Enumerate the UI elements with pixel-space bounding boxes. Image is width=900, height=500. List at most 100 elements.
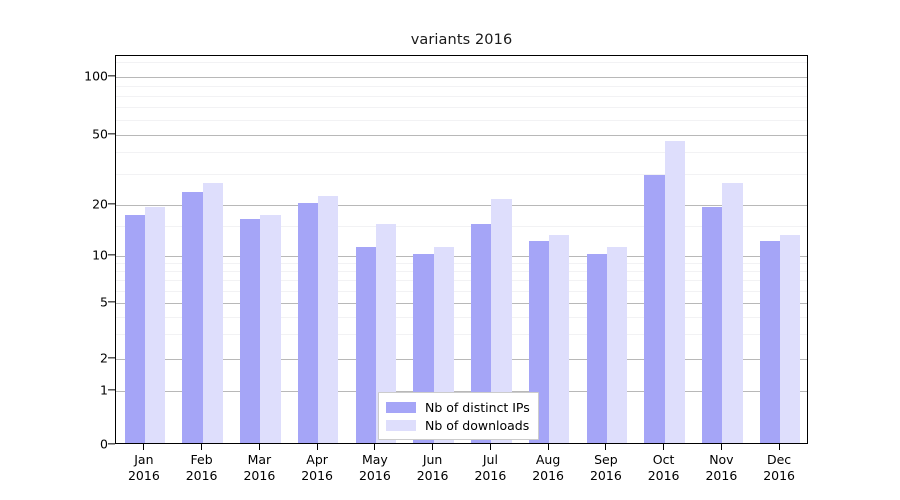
gridline bbox=[116, 85, 807, 87]
x-tick-year: 2016 bbox=[474, 467, 507, 483]
gridline bbox=[116, 256, 807, 257]
gridline bbox=[116, 271, 807, 273]
chart-title: variants 2016 bbox=[410, 32, 513, 48]
gridline bbox=[116, 205, 807, 206]
chart-legend[interactable]: Nb of distinct IPs Nb of downloads bbox=[378, 392, 539, 440]
gridline bbox=[116, 174, 807, 175]
y-tick-mark bbox=[108, 75, 115, 77]
bar-mar-series-1 bbox=[260, 215, 281, 443]
x-tick-month: Oct bbox=[652, 452, 675, 467]
bar-sep-series-0 bbox=[586, 254, 607, 443]
gridline bbox=[116, 303, 807, 304]
x-tick-month: Sep bbox=[594, 452, 618, 467]
x-tick-mark bbox=[547, 444, 549, 450]
x-tick-year: 2016 bbox=[358, 467, 391, 483]
bar-oct-series-1 bbox=[664, 141, 685, 443]
x-tick-mark bbox=[778, 444, 780, 450]
y-tick-label: 20 bbox=[92, 196, 108, 212]
y-tick-mark bbox=[108, 389, 115, 391]
gridline bbox=[116, 334, 807, 336]
x-tick-year: 2016 bbox=[301, 467, 333, 483]
x-tick-label: Jul 2016 bbox=[445, 452, 535, 483]
x-tick-year: 2016 bbox=[647, 467, 680, 483]
x-tick-label: May 2016 bbox=[330, 452, 420, 483]
x-tick-mark bbox=[143, 444, 145, 450]
bar-may-series-0 bbox=[355, 247, 376, 443]
bar-dec-series-1 bbox=[780, 234, 801, 443]
x-tick-month: Aug bbox=[535, 452, 561, 467]
bar-apr-series-0 bbox=[297, 203, 319, 443]
y-tick-label: 5 bbox=[100, 294, 108, 310]
bar-may-series-1 bbox=[375, 224, 397, 443]
legend-swatch-icon bbox=[386, 419, 416, 431]
y-tick-label: 50 bbox=[92, 126, 108, 142]
gridline bbox=[116, 316, 807, 318]
bar-mar-series-0 bbox=[240, 219, 261, 443]
x-tick-mark bbox=[432, 444, 434, 450]
legend-label: Nb of distinct IPs bbox=[425, 399, 530, 415]
y-tick-mark bbox=[108, 203, 115, 205]
x-tick-label: Dec 2016 bbox=[734, 452, 824, 483]
y-tick-mark bbox=[108, 443, 115, 445]
x-tick-year: 2016 bbox=[532, 467, 564, 483]
y-tick-label: 1 bbox=[100, 382, 108, 398]
gridline bbox=[116, 106, 807, 108]
gridline bbox=[116, 61, 807, 63]
plot-area bbox=[115, 55, 808, 444]
x-tick-label: Jun 2016 bbox=[388, 452, 478, 483]
x-tick-mark bbox=[201, 444, 203, 450]
gridline bbox=[116, 359, 807, 360]
x-tick-mark bbox=[258, 444, 260, 450]
y-tick-mark bbox=[108, 301, 115, 303]
x-tick-label: Oct 2016 bbox=[619, 452, 709, 483]
x-tick-month: Apr bbox=[306, 452, 328, 467]
bar-feb-series-0 bbox=[182, 192, 203, 443]
x-tick-mark bbox=[663, 444, 665, 450]
x-tick-label: Nov 2016 bbox=[676, 452, 766, 483]
x-tick-month: Dec bbox=[766, 452, 792, 467]
gridline bbox=[116, 290, 807, 292]
bar-aug-series-1 bbox=[549, 234, 570, 443]
bar-sep-series-1 bbox=[606, 247, 628, 443]
bar-jul-series-1 bbox=[491, 199, 512, 443]
gridline bbox=[116, 263, 807, 265]
y-tick-mark bbox=[108, 133, 115, 135]
x-tick-mark bbox=[374, 444, 376, 450]
x-tick-year: 2016 bbox=[589, 467, 622, 483]
legend-swatch-icon bbox=[386, 401, 416, 413]
x-tick-label: Mar 2016 bbox=[214, 452, 304, 483]
y-tick-mark bbox=[108, 254, 115, 256]
x-tick-month: Nov bbox=[709, 452, 734, 467]
x-tick-label: Sep 2016 bbox=[561, 452, 651, 483]
x-tick-month: Jun bbox=[422, 452, 443, 467]
bars-layer bbox=[116, 56, 807, 443]
bar-nov-series-0 bbox=[702, 206, 723, 443]
gridline bbox=[116, 226, 807, 228]
y-tick-label: 100 bbox=[84, 68, 108, 84]
bar-oct-series-0 bbox=[644, 174, 665, 443]
x-tick-month: Feb bbox=[190, 452, 213, 467]
gridline bbox=[116, 152, 807, 153]
bar-apr-series-1 bbox=[318, 195, 339, 443]
gridline bbox=[116, 119, 807, 121]
legend-item: Nb of downloads bbox=[386, 416, 530, 434]
legend-item: Nb of distinct IPs bbox=[386, 398, 530, 416]
y-tick-mark bbox=[108, 357, 115, 359]
y-tick-label: 2 bbox=[100, 350, 108, 366]
bar-nov-series-1 bbox=[722, 183, 743, 443]
y-axis: 100 50 20 10 5 2 1 0 bbox=[58, 0, 108, 500]
legend-label: Nb of downloads bbox=[425, 417, 530, 433]
bar-jan-series-1 bbox=[144, 206, 166, 443]
x-tick-year: 2016 bbox=[243, 467, 276, 483]
x-tick-year: 2016 bbox=[416, 467, 449, 483]
y-tick-label: 0 bbox=[100, 436, 108, 452]
x-tick-month: Jan bbox=[134, 452, 154, 467]
x-tick-label: Aug 2016 bbox=[503, 452, 593, 483]
x-tick-year: 2016 bbox=[763, 467, 795, 483]
x-tick-year: 2016 bbox=[127, 467, 160, 483]
bar-jul-series-0 bbox=[471, 224, 492, 443]
gridline bbox=[116, 135, 807, 136]
x-tick-month: Mar bbox=[247, 452, 272, 467]
gridline bbox=[116, 77, 807, 78]
x-tick-month: May bbox=[361, 452, 388, 467]
